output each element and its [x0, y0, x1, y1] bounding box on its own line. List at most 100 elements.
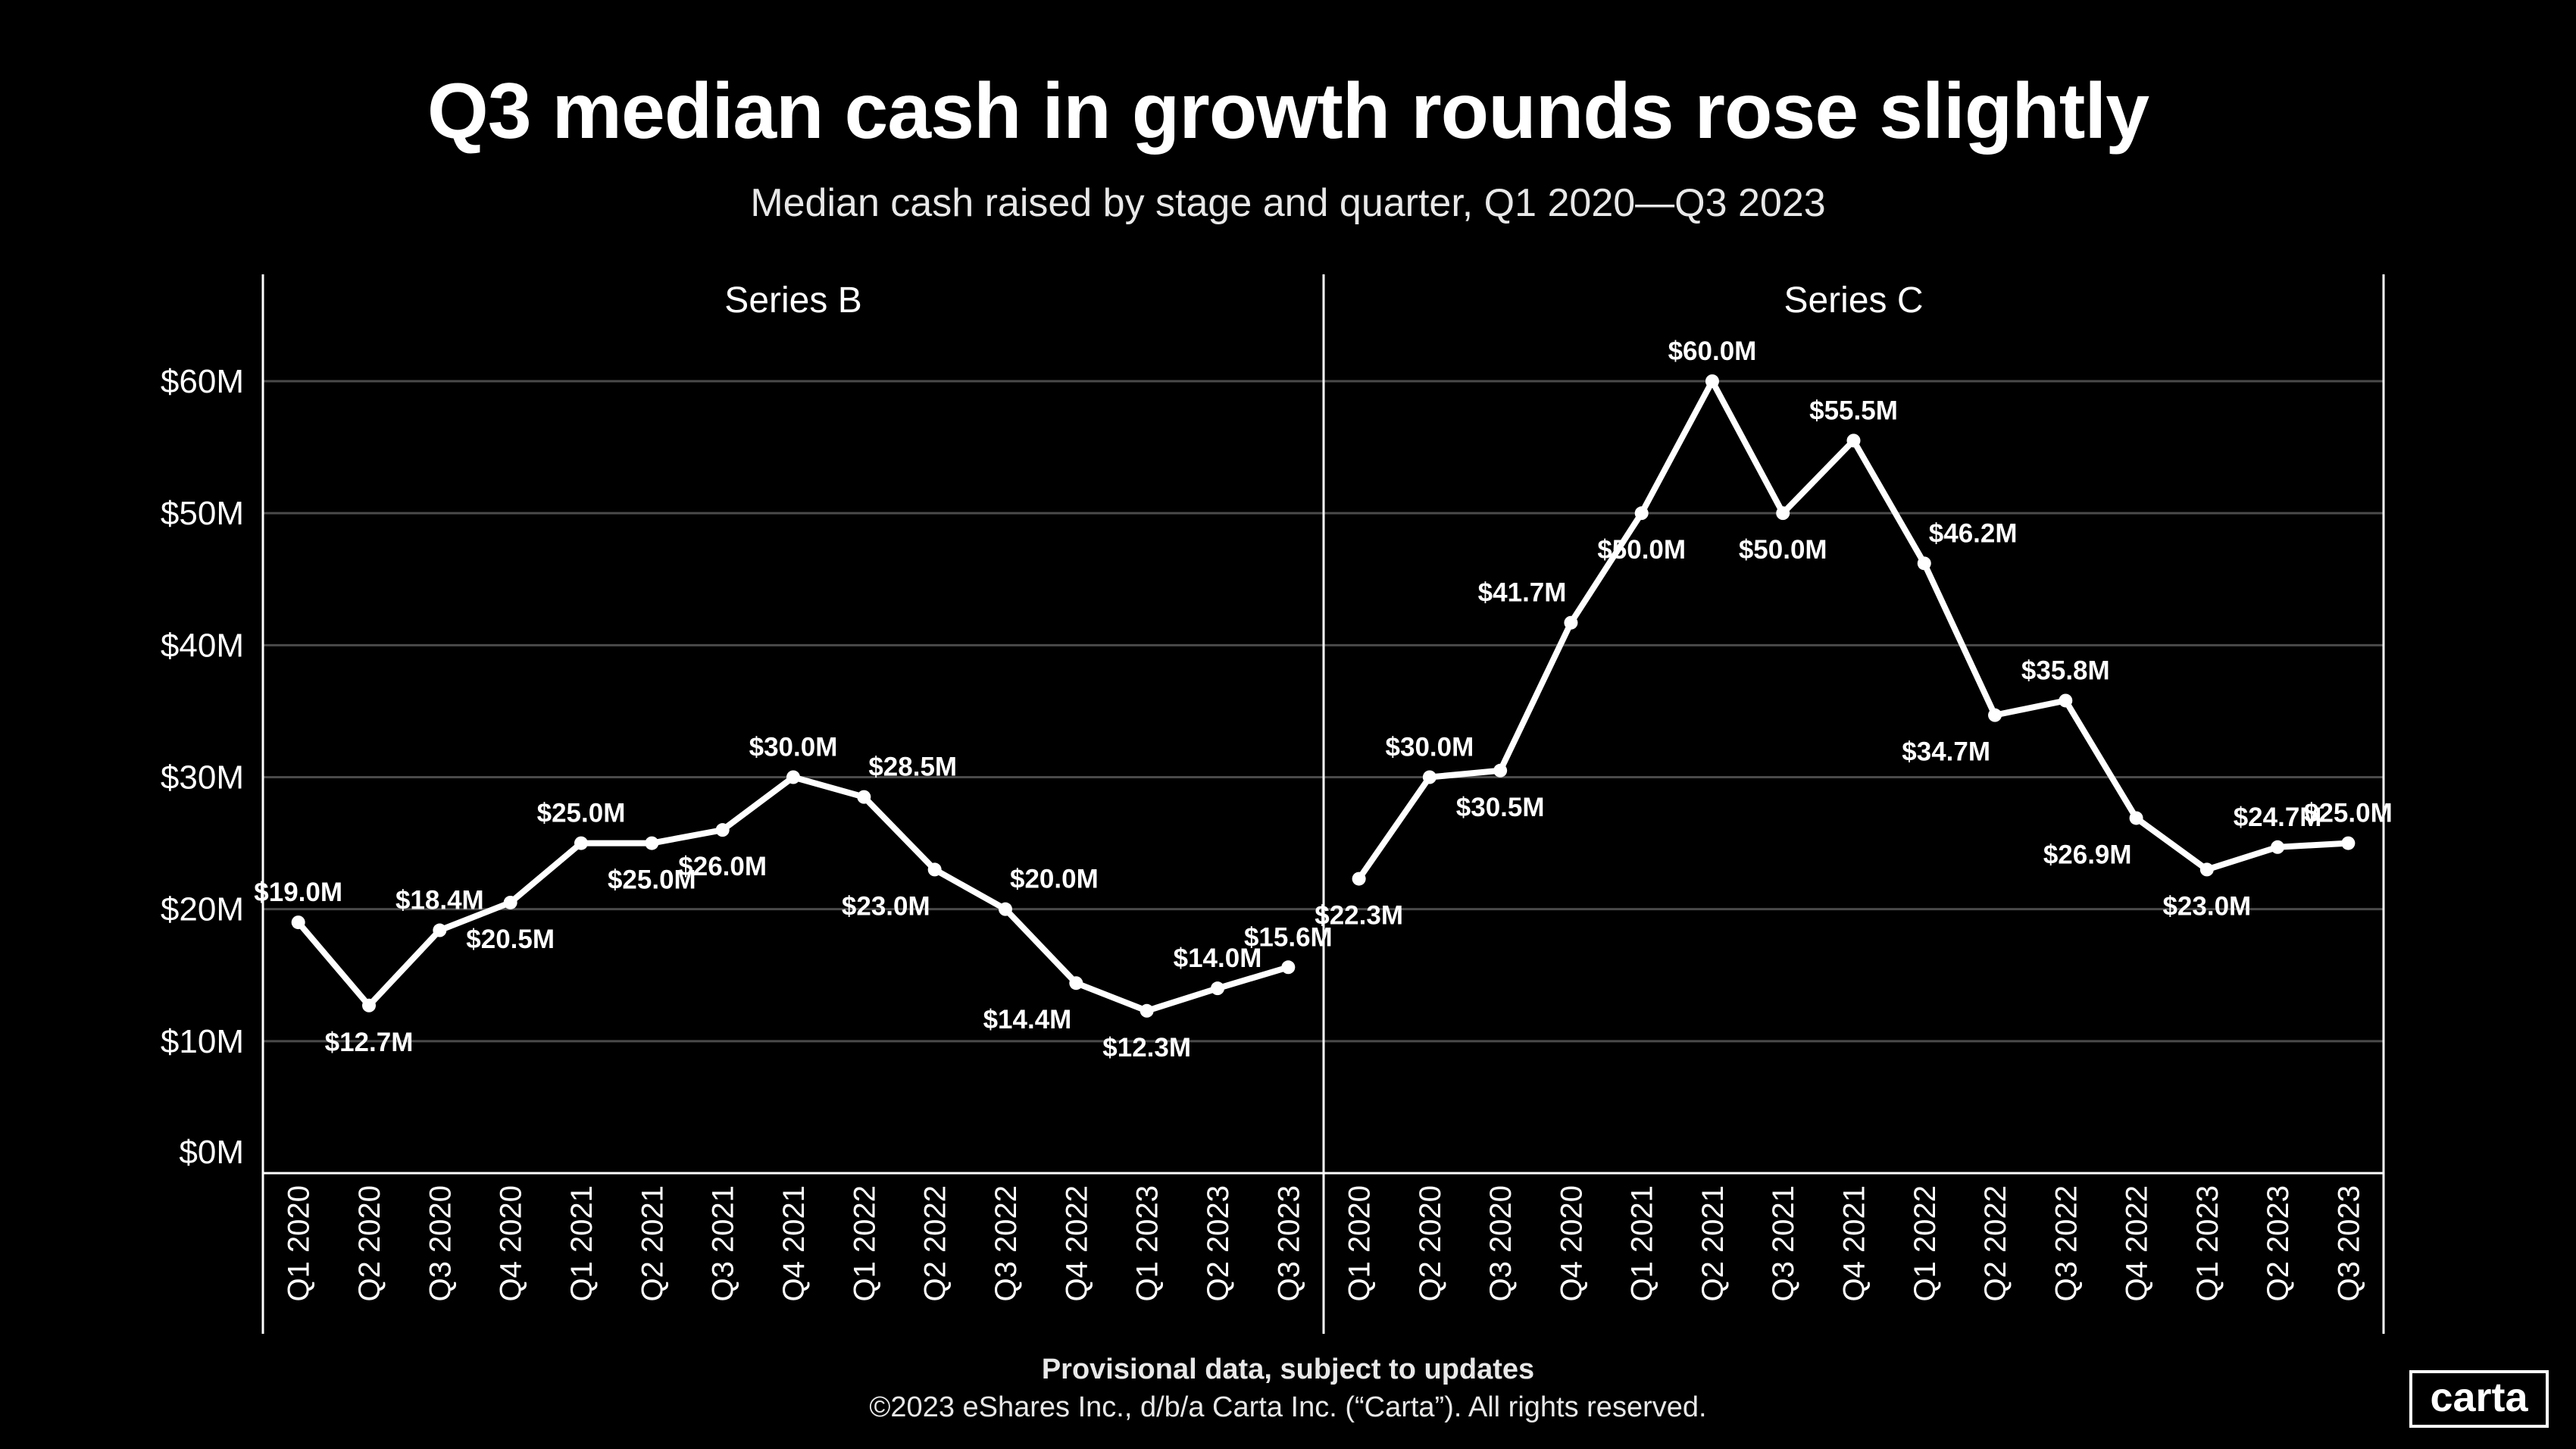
- data-label: $26.0M: [678, 852, 767, 881]
- data-point: [645, 836, 659, 850]
- data-point: [715, 823, 730, 837]
- data-label: $25.0M: [608, 865, 696, 895]
- data-point: [1776, 506, 1790, 521]
- data-point: [1846, 433, 1861, 448]
- data-label: $22.3M: [1315, 901, 1403, 931]
- carta-logo: carta: [2409, 1370, 2549, 1428]
- data-label: $55.5M: [1809, 396, 1898, 425]
- data-point: [857, 790, 871, 804]
- data-point: [786, 770, 800, 784]
- data-point: [1988, 708, 2002, 722]
- data-point: [2129, 811, 2143, 825]
- data-label: $12.7M: [325, 1028, 414, 1057]
- x-tick-label: Q2 2021: [636, 1185, 669, 1301]
- data-point: [2341, 836, 2356, 850]
- data-point: [503, 895, 517, 909]
- x-tick-label: Q4 2020: [495, 1185, 528, 1301]
- x-tick-label: Q2 2020: [353, 1185, 386, 1301]
- x-tick-label: Q3 2021: [707, 1185, 740, 1301]
- data-point: [2271, 840, 2285, 854]
- x-tick-label: Q3 2022: [989, 1185, 1023, 1301]
- x-tick-label: Q3 2023: [2332, 1185, 2365, 1301]
- data-label: $30.5M: [1456, 793, 1545, 822]
- data-label: $30.0M: [1386, 733, 1474, 762]
- data-point: [362, 998, 376, 1012]
- data-point: [927, 862, 942, 877]
- x-tick-label: Q3 2022: [2049, 1185, 2083, 1301]
- x-tick-label: Q4 2021: [1838, 1185, 1871, 1301]
- data-point: [1352, 872, 1366, 886]
- panel-title: Series C: [1784, 280, 1923, 321]
- data-point: [433, 923, 447, 937]
- x-tick-label: Q2 2021: [1696, 1185, 1730, 1301]
- data-point: [1281, 960, 1296, 975]
- data-label: $28.5M: [868, 753, 957, 782]
- data-point: [1422, 770, 1436, 784]
- x-tick-label: Q1 2020: [283, 1185, 316, 1301]
- x-tick-label: Q1 2021: [1626, 1185, 1659, 1301]
- chart-title: Q3 median cash in growth rounds rose sli…: [427, 67, 2149, 155]
- data-label: $50.0M: [1739, 535, 1827, 565]
- data-label: $19.0M: [254, 878, 342, 907]
- x-tick-label: Q3 2020: [424, 1185, 457, 1301]
- data-label: $50.0M: [1597, 535, 1686, 565]
- data-point: [1917, 556, 1931, 571]
- data-label: $25.0M: [537, 799, 626, 828]
- x-tick-label: Q1 2023: [1131, 1185, 1165, 1301]
- x-tick-label: Q2 2023: [2262, 1185, 2295, 1301]
- data-label: $46.2M: [1929, 518, 2018, 548]
- x-tick-label: Q3 2020: [1484, 1185, 1518, 1301]
- data-label: $12.3M: [1102, 1033, 1191, 1062]
- data-point: [1634, 506, 1649, 521]
- y-tick-label: $60M: [161, 363, 244, 400]
- data-label: $20.0M: [1010, 865, 1099, 894]
- data-point: [2199, 862, 2214, 877]
- x-tick-label: Q4 2022: [2121, 1185, 2154, 1301]
- data-label: $26.9M: [2043, 840, 2132, 869]
- x-tick-label: Q1 2020: [1343, 1185, 1377, 1301]
- chart-subtitle: Median cash raised by stage and quarter,…: [750, 181, 1826, 225]
- data-label: $23.0M: [842, 891, 930, 921]
- data-point: [999, 902, 1012, 916]
- data-label: $34.7M: [1902, 737, 1990, 767]
- data-point: [1069, 976, 1083, 991]
- data-point: [1211, 981, 1224, 996]
- footnote: Provisional data, subject to updates: [1041, 1354, 1535, 1385]
- data-label: $25.0M: [2304, 799, 2393, 828]
- data-label: $23.0M: [2162, 891, 2251, 921]
- data-point: [291, 915, 305, 930]
- x-tick-label: Q4 2021: [777, 1185, 811, 1301]
- data-label: $20.5M: [466, 925, 555, 954]
- data-point: [574, 836, 588, 850]
- y-tick-label: $50M: [161, 495, 244, 532]
- data-point: [2059, 693, 2073, 708]
- data-label: $14.4M: [983, 1005, 1072, 1034]
- y-tick-label: $0M: [179, 1134, 244, 1171]
- data-point: [1493, 763, 1508, 778]
- y-tick-label: $10M: [161, 1023, 244, 1060]
- x-tick-label: Q1 2021: [565, 1185, 599, 1301]
- x-tick-label: Q4 2022: [1060, 1185, 1093, 1301]
- x-tick-label: Q4 2020: [1555, 1185, 1588, 1301]
- data-label: $15.6M: [1244, 922, 1333, 952]
- data-label: $18.4M: [395, 886, 484, 915]
- data-label: $30.0M: [749, 733, 838, 762]
- y-tick-label: $30M: [161, 759, 244, 796]
- data-label: $41.7M: [1478, 578, 1567, 608]
- data-label: $35.8M: [2021, 656, 2110, 685]
- x-tick-label: Q2 2022: [1979, 1185, 2012, 1301]
- x-tick-label: Q2 2023: [1202, 1185, 1235, 1301]
- x-tick-label: Q2 2020: [1414, 1185, 1447, 1301]
- data-label: $14.0M: [1174, 944, 1262, 973]
- data-label: $60.0M: [1668, 336, 1757, 366]
- x-tick-label: Q2 2022: [919, 1185, 952, 1301]
- data-point: [1705, 374, 1719, 388]
- data-label: $24.7M: [2234, 803, 2322, 832]
- x-tick-label: Q1 2022: [848, 1185, 881, 1301]
- copyright: ©2023 eShares Inc., d/b/a Carta Inc. (“C…: [869, 1391, 1707, 1423]
- data-point: [1564, 615, 1578, 630]
- data-point: [1140, 1003, 1154, 1018]
- x-tick-label: Q3 2023: [1272, 1185, 1305, 1301]
- x-tick-label: Q3 2021: [1767, 1185, 1800, 1301]
